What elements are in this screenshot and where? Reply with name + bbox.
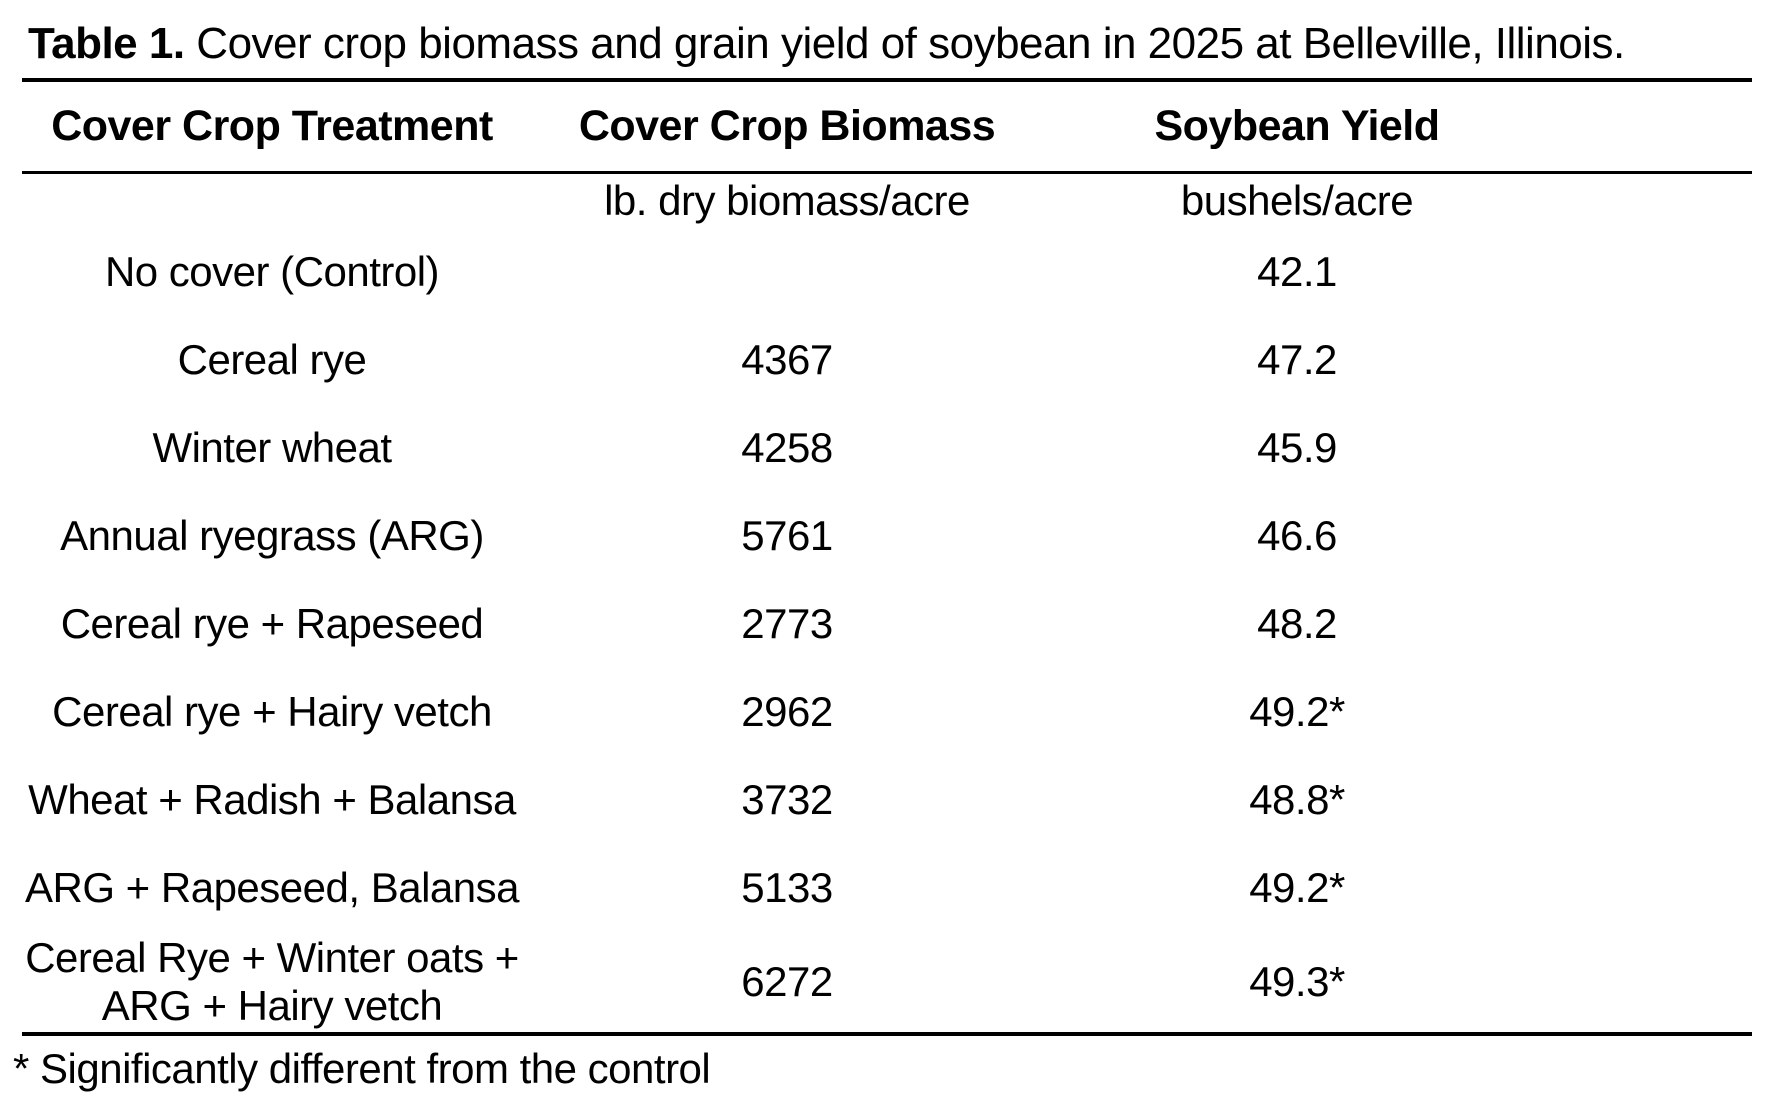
units-biomass: lb. dry biomass/acre: [604, 176, 970, 224]
table-caption: Table 1. Cover crop biomass and grain yi…: [28, 18, 1768, 70]
yield-cell: 49.2*: [1249, 688, 1345, 735]
table-row: Cereal rye + Rapeseed 2773 48.2: [22, 580, 1752, 668]
biomass-cell: 4258: [741, 424, 833, 471]
table-row: Winter wheat 4258 45.9: [22, 404, 1752, 492]
units-yield: bushels/acre: [1180, 176, 1414, 224]
biomass-cell: 2773: [741, 600, 833, 647]
column-header-treatment: Cover Crop Treatment: [51, 101, 493, 150]
table-row: Cereal rye 4367 47.2: [22, 316, 1752, 404]
treatment-cell: Cereal Rye + Winter oats + ARG + Hairy v…: [25, 934, 519, 1029]
spacer-cell: [1542, 316, 1752, 404]
column-header-yield: Soybean Yield: [1154, 101, 1440, 150]
treatment-cell: Wheat + Radish + Balansa: [28, 776, 516, 823]
treatment-cell: No cover (Control): [104, 248, 440, 295]
yield-cell: 48.8*: [1249, 776, 1345, 823]
spacer-cell: [1542, 668, 1752, 756]
spacer-cell: [1542, 844, 1752, 932]
biomass-cell: 5133: [741, 864, 833, 911]
treatment-cell: Cereal rye + Hairy vetch: [52, 688, 492, 735]
spacer-cell: [1542, 492, 1752, 580]
spacer-cell: [1542, 404, 1752, 492]
biomass-cell: [522, 228, 1052, 316]
yield-cell: 45.9: [1257, 424, 1337, 471]
treatment-cell: Cereal rye + Rapeseed: [60, 600, 484, 647]
biomass-cell: 4367: [741, 336, 833, 383]
biomass-cell: 5761: [741, 512, 833, 559]
biomass-cell: 6272: [741, 958, 833, 1005]
biomass-cell: 2962: [741, 688, 833, 735]
spacer-cell: [1542, 580, 1752, 668]
yield-cell: 49.3*: [1249, 958, 1345, 1005]
yield-cell: 46.6: [1257, 512, 1337, 559]
units-row: lb. dry biomass/acre bushels/acre: [22, 172, 1752, 228]
yield-cell: 47.2: [1257, 336, 1337, 383]
yield-cell: 42.1: [1257, 248, 1337, 295]
units-treatment: [22, 172, 522, 228]
spacer-cell: [1542, 80, 1752, 172]
spacer-cell: [1542, 756, 1752, 844]
table-caption-text: Cover crop biomass and grain yield of so…: [184, 19, 1625, 68]
spacer-cell: [1542, 172, 1752, 228]
yield-cell: 49.2*: [1249, 864, 1345, 911]
table-footnote: * Significantly different from the contr…: [13, 1045, 711, 1092]
table-row: Annual ryegrass (ARG) 5761 46.6: [22, 492, 1752, 580]
treatment-cell: ARG + Rapeseed, Balansa: [25, 864, 519, 911]
biomass-cell: 3732: [741, 776, 833, 823]
table-row: ARG + Rapeseed, Balansa 5133 49.2*: [22, 844, 1752, 932]
data-table: Cover Crop Treatment Cover Crop Biomass …: [22, 78, 1752, 1036]
table-row: Cereal rye + Hairy vetch 2962 49.2*: [22, 668, 1752, 756]
yield-cell: 48.2: [1257, 600, 1337, 647]
table-row: Cereal Rye + Winter oats + ARG + Hairy v…: [22, 932, 1752, 1034]
header-row: Cover Crop Treatment Cover Crop Biomass …: [22, 80, 1752, 172]
table-caption-number: Table 1.: [28, 19, 185, 68]
treatment-cell: Cereal rye: [177, 336, 367, 383]
treatment-cell: Winter wheat: [152, 424, 392, 471]
spacer-cell: [1542, 932, 1752, 1034]
treatment-cell: Annual ryegrass (ARG): [60, 512, 484, 559]
table-row: No cover (Control) 42.1: [22, 228, 1752, 316]
column-header-biomass: Cover Crop Biomass: [578, 101, 996, 150]
spacer-cell: [1542, 228, 1752, 316]
table-row: Wheat + Radish + Balansa 3732 48.8*: [22, 756, 1752, 844]
